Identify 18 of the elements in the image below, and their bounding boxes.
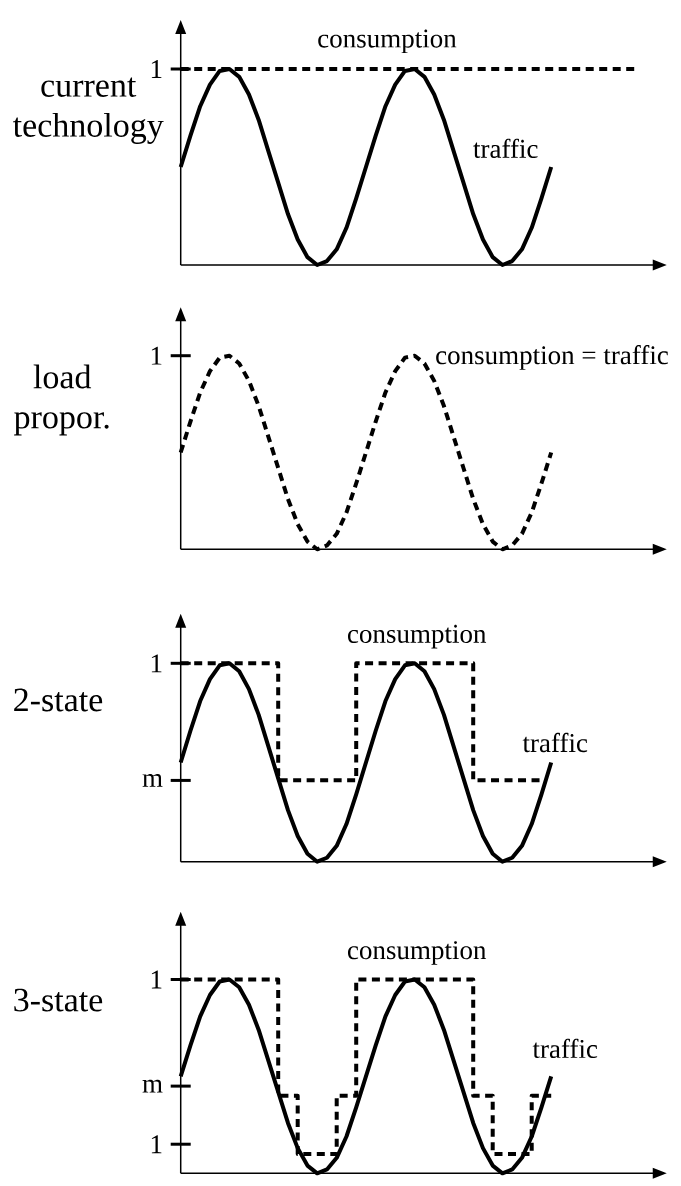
y-axis-title: 2-state — [14, 688, 103, 712]
text: 1 — [151, 60, 162, 78]
series-label: consumption — [347, 624, 487, 649]
series-label: consumption = traffic — [436, 345, 668, 370]
series-label: traffic — [473, 138, 538, 158]
text: 1 — [151, 1135, 162, 1154]
y-axis-title: current technology — [13, 77, 164, 144]
y-axis-title: load propor. — [14, 364, 109, 436]
text: 1 — [151, 970, 162, 989]
series-label: consumption — [347, 941, 487, 965]
series-label: consumption — [318, 29, 457, 54]
text: 1 — [151, 346, 162, 365]
series-label: traffic — [522, 732, 588, 753]
text: 1 — [151, 654, 162, 673]
y-axis-title: 3-state — [14, 988, 103, 1012]
text: m — [142, 1079, 163, 1093]
series-label: traffic — [532, 1038, 598, 1059]
text: m — [142, 774, 163, 787]
